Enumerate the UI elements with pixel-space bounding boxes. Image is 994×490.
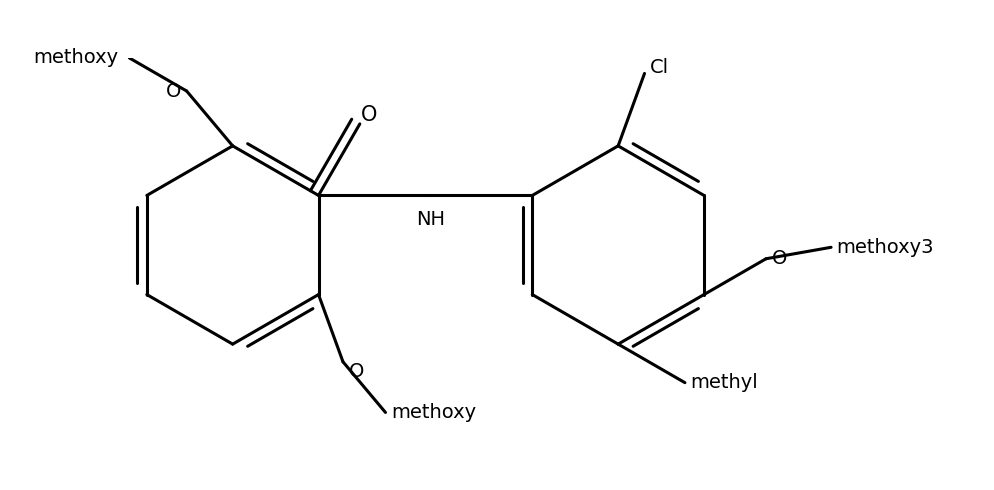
Text: O: O <box>771 249 787 268</box>
Text: methoxy: methoxy <box>391 403 476 422</box>
Text: methoxy3: methoxy3 <box>837 238 934 257</box>
Text: NH: NH <box>416 210 445 229</box>
Text: O: O <box>166 81 181 100</box>
Text: O: O <box>361 105 377 125</box>
Text: O: O <box>349 362 364 381</box>
Text: methoxy: methoxy <box>33 49 118 68</box>
Text: methyl: methyl <box>691 373 758 392</box>
Text: Cl: Cl <box>650 58 669 77</box>
